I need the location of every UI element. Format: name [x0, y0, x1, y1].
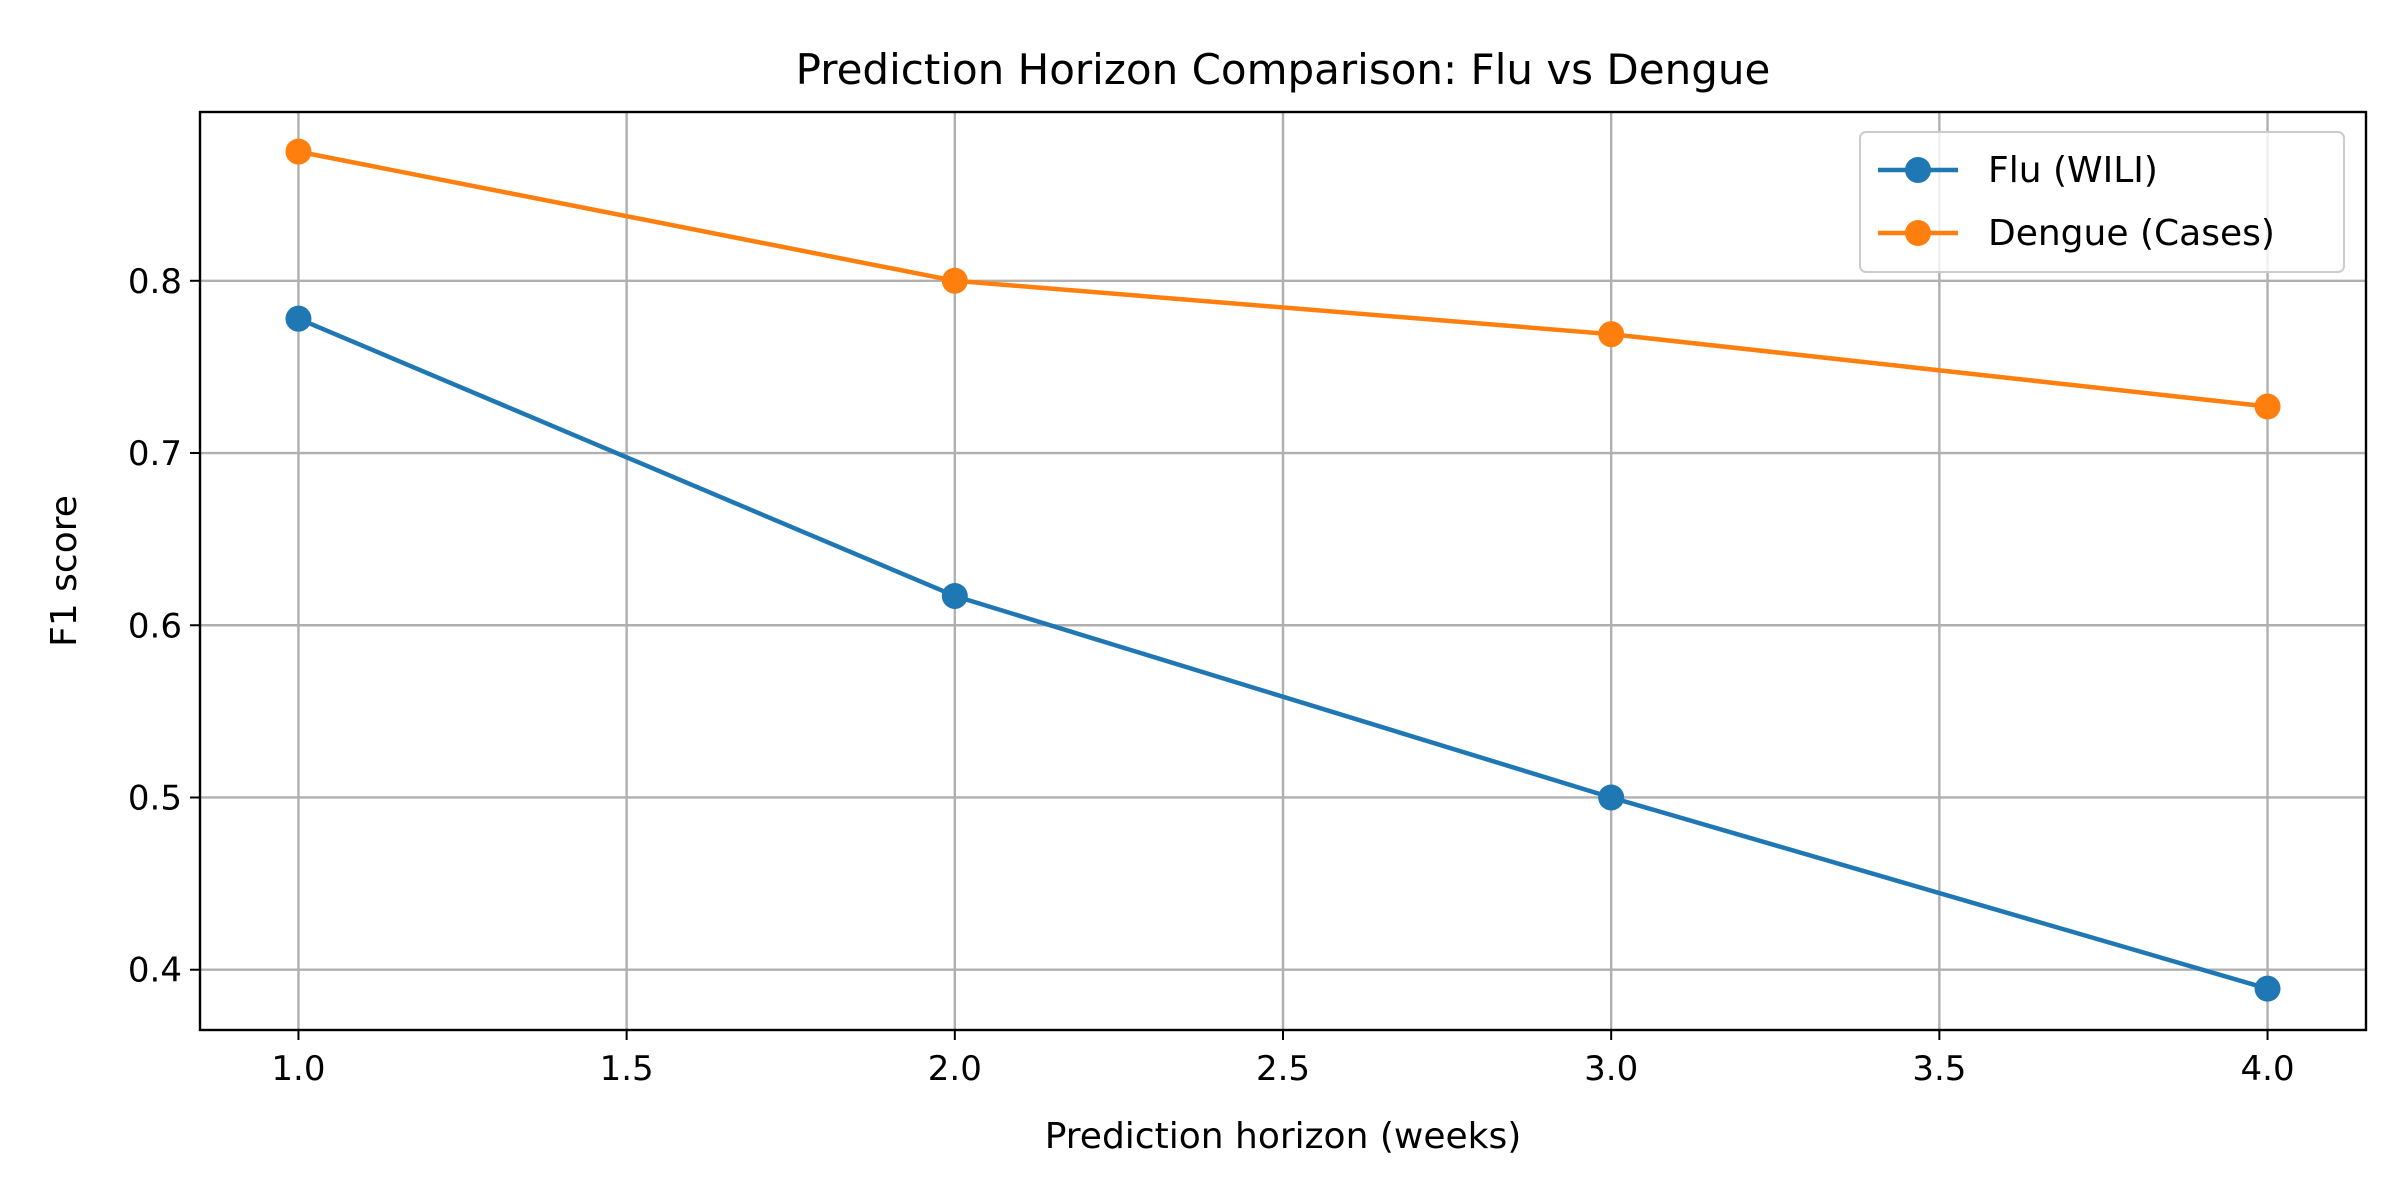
y-tick-label: 0.8 — [128, 262, 182, 302]
data-series — [285, 138, 2281, 1002]
grid-lines — [200, 112, 2366, 1030]
data-point — [285, 138, 312, 165]
data-point — [1598, 321, 1625, 348]
y-tick-label: 0.6 — [128, 606, 182, 646]
series-group — [285, 138, 2281, 420]
x-tick-label: 3.5 — [1912, 1049, 1966, 1089]
legend-box — [1859, 131, 2345, 273]
x-tick-label: 3.0 — [1584, 1049, 1638, 1089]
x-tick-label: 1.5 — [600, 1049, 654, 1089]
chart-title: Prediction Horizon Comparison: Flu vs De… — [796, 45, 1771, 94]
legend-items: Flu (WILI) Dengue (Cases) — [1878, 150, 2275, 254]
series-line — [296, 149, 2270, 409]
y-tick-label: 0.4 — [128, 951, 182, 991]
legend-marker — [1905, 157, 1931, 183]
data-point — [2254, 975, 2281, 1002]
legend-marker — [1905, 220, 1931, 246]
x-tick-label: 2.0 — [928, 1049, 982, 1089]
y-axis-label: F1 score — [44, 495, 85, 647]
axis-ticks: 1.0 1.5 2.0 2.5 3.0 3.5 4.0 0.4 0.5 0.6 0.7 0.8 — [128, 262, 2295, 1089]
y-tick-label: 0.5 — [128, 778, 182, 818]
x-tick-label: 4.0 — [2241, 1049, 2295, 1089]
y-tick-label: 0.7 — [128, 434, 182, 474]
series-group — [285, 305, 2281, 1002]
legend-label: Dengue (Cases) — [1988, 213, 2275, 254]
data-point — [941, 267, 968, 294]
legend-item: Dengue (Cases) — [1878, 213, 2275, 254]
series-line — [296, 316, 2270, 991]
data-point — [2254, 393, 2281, 420]
data-point — [941, 582, 968, 609]
data-point — [1598, 784, 1625, 811]
legend: Flu (WILI) Dengue (Cases) — [1859, 131, 2345, 273]
data-point — [285, 305, 312, 332]
legend-item: Flu (WILI) — [1878, 150, 2158, 191]
legend-label: Flu (WILI) — [1988, 150, 2158, 191]
x-axis-label: Prediction horizon (weeks) — [1045, 1116, 1522, 1157]
x-tick-label: 2.5 — [1256, 1049, 1310, 1089]
x-tick-label: 1.0 — [271, 1049, 325, 1089]
